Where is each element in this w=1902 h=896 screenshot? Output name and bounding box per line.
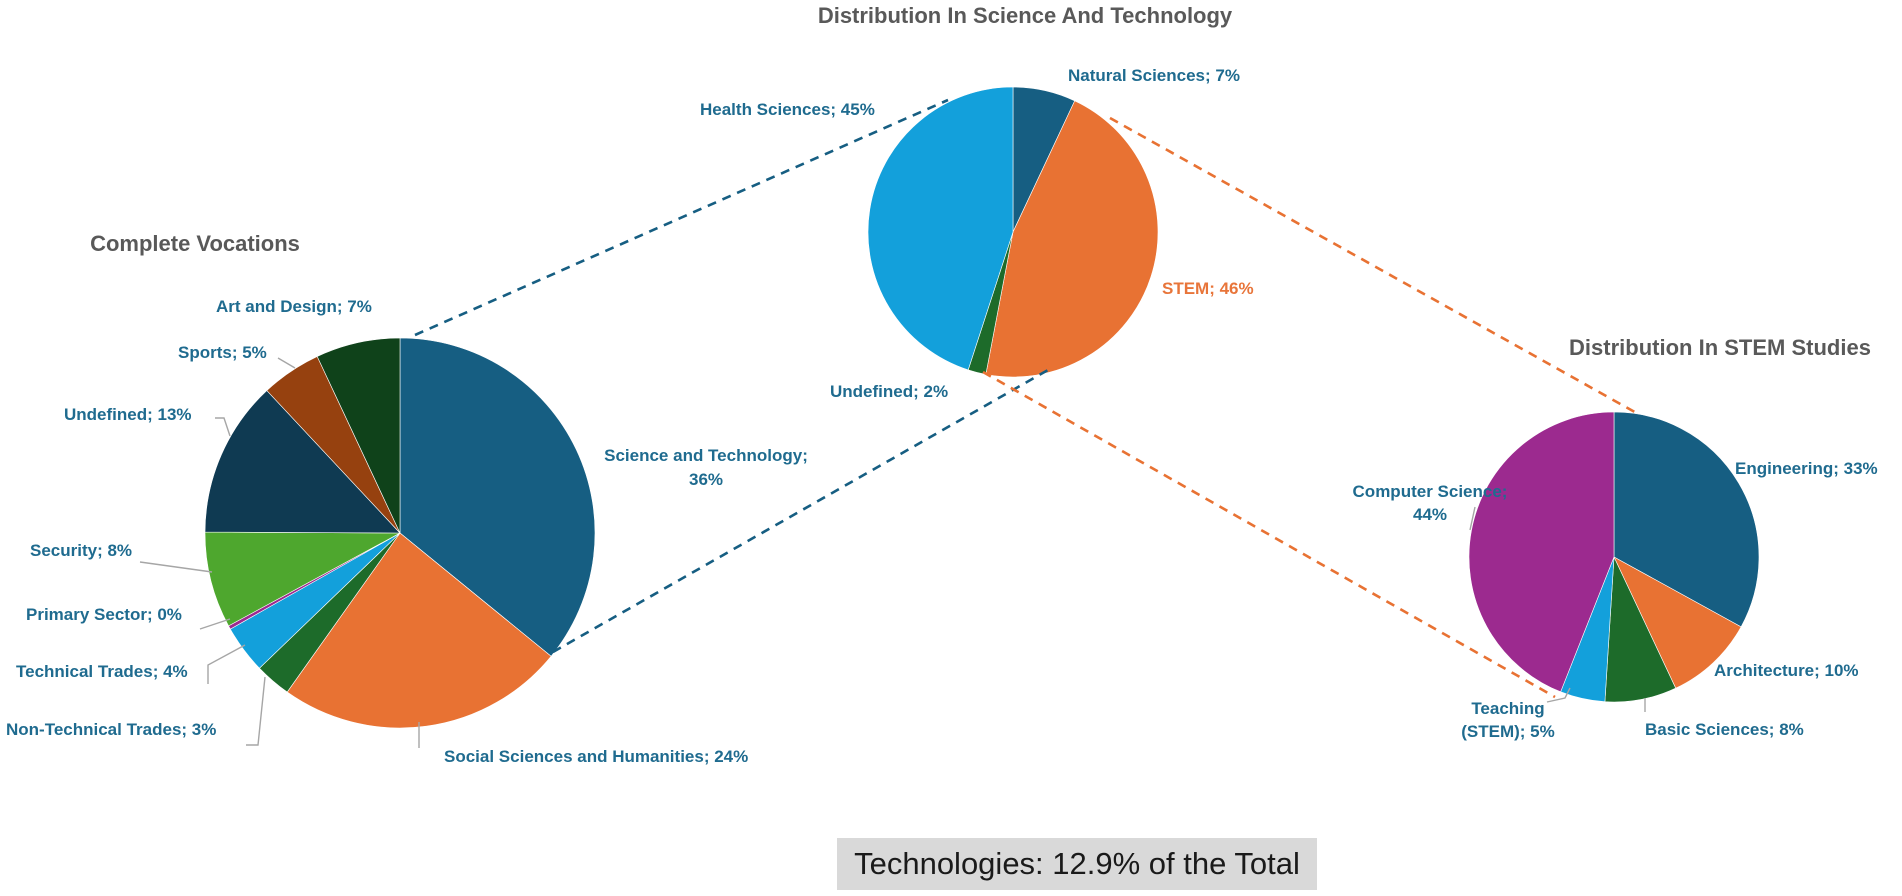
leader-security [139, 561, 213, 573]
pie-stem-studies [1468, 411, 1760, 703]
connector-line-top-blue [414, 98, 949, 337]
label-non-technical-trades: Non-Technical Trades; 3% [6, 720, 216, 739]
pie1-title: Complete Vocations [90, 231, 300, 256]
pie3-slice-1 [1613, 556, 1742, 689]
pie1-slice-0 [399, 337, 596, 657]
label-security: Security; 8% [30, 541, 132, 560]
label-undefined-1: Undefined; 13% [64, 405, 192, 424]
leader-primary-sector [199, 618, 231, 630]
label-science-technology-pct: 36% [689, 470, 723, 489]
pie2-slice-3 [867, 86, 1014, 371]
pie1-slice-5 [204, 531, 401, 627]
caption-text: Technologies: 12.9% of the Total [854, 846, 1300, 881]
label-primary-sector: Primary Sector; 0% [26, 605, 182, 624]
connector-line-bottom-blue [552, 368, 1049, 654]
label-undefined-2: Undefined; 2% [830, 382, 948, 401]
label-teaching-line2: (STEM); 5% [1461, 722, 1555, 741]
label-natural-sciences: Natural Sciences; 7% [1068, 66, 1240, 85]
pie1-slice-1 [286, 532, 552, 729]
connector-line-bottom-orange [982, 370, 1556, 699]
pie3-slice-0 [1613, 411, 1760, 628]
label-basic-sciences: Basic Sciences; 8% [1645, 720, 1804, 739]
connector-line-top-orange [1109, 116, 1641, 417]
leader-teaching [1546, 687, 1571, 703]
leader-undefined [215, 417, 231, 437]
pie2-title: Distribution In Science And Technology [818, 3, 1233, 28]
label-computer-science-line2: 44% [1413, 505, 1447, 524]
label-science-technology: Science and Technology; [604, 446, 808, 465]
label-stem: STEM; 46% [1162, 279, 1254, 298]
label-architecture: Architecture; 10% [1714, 661, 1859, 680]
label-teaching-line1: Teaching [1471, 699, 1544, 718]
leader-sports [277, 357, 296, 369]
label-technical-trades: Technical Trades; 4% [16, 662, 188, 681]
pie3-slice-4 [1468, 411, 1615, 693]
label-social-sciences: Social Sciences and Humanities; 24% [444, 747, 748, 766]
pie1-slice-6 [204, 390, 401, 534]
label-computer-science-line1: Computer Science; [1353, 482, 1508, 501]
label-sports: Sports; 5% [178, 343, 267, 362]
pie3-title: Distribution In STEM Studies [1569, 335, 1871, 360]
pie1-slice-8 [316, 337, 401, 534]
leader-non-technical-trades [246, 676, 266, 746]
label-health-sciences: Health Sciences; 45% [700, 100, 875, 119]
pie-complete-vocations [204, 337, 596, 729]
label-art-design: Art and Design; 7% [216, 297, 372, 316]
leader-technical-trades [207, 644, 246, 684]
caption-box: Technologies: 12.9% of the Total [837, 838, 1317, 890]
pie-science-technology [867, 86, 1159, 378]
leader-computer-science [1469, 506, 1476, 531]
label-engineering: Engineering; 33% [1735, 459, 1878, 478]
label-science-technology-1: Science and Technology; [604, 446, 808, 465]
